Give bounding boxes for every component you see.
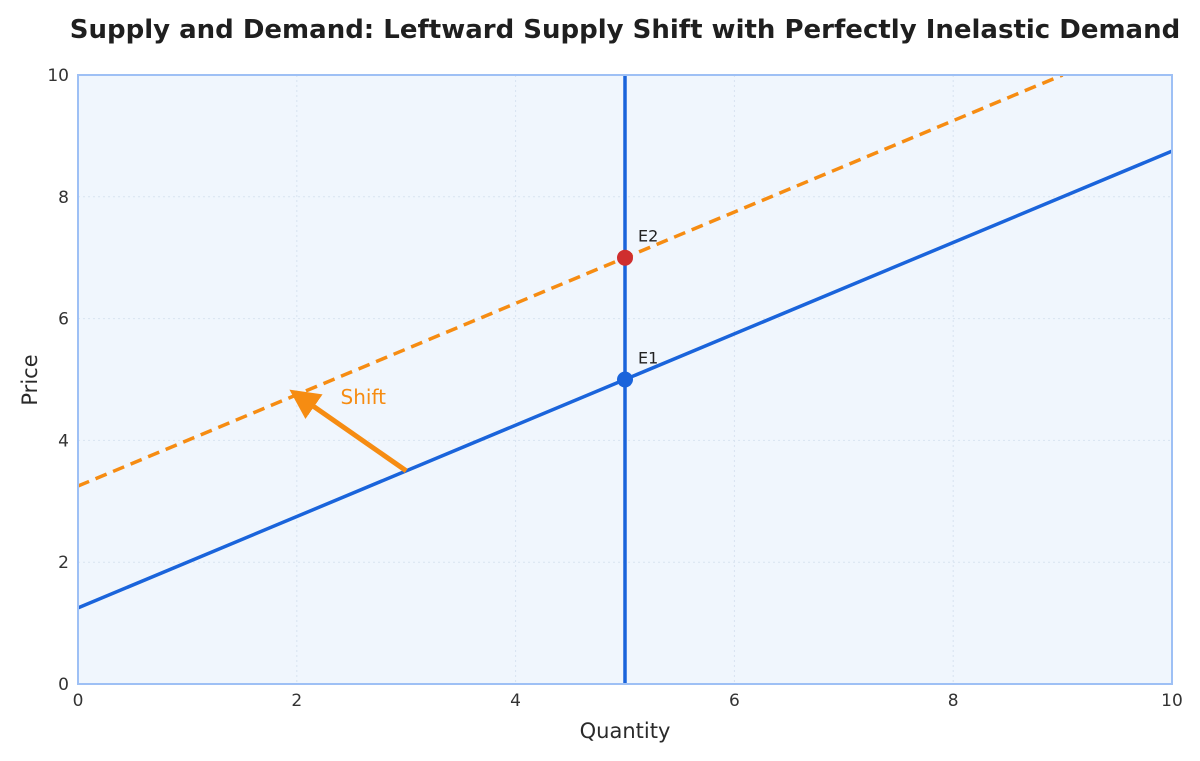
y-tick-label: 2 (58, 553, 69, 573)
equilibrium-point-e1 (617, 371, 633, 388)
y-tick-label: 4 (58, 431, 69, 451)
supply-shifted-line (78, 75, 1064, 488)
shift-arrow (289, 389, 408, 473)
x-tick-label: 0 (73, 691, 84, 711)
y-tick-label: 8 (58, 188, 69, 208)
equilibrium-label-e1: E1 (638, 349, 658, 368)
y-axis-label: Price (18, 354, 42, 405)
x-tick-label: 2 (291, 691, 302, 711)
x-tick-label: 10 (1161, 691, 1183, 711)
equilibrium-label-e2: E2 (638, 227, 658, 246)
y-tick-label: 6 (58, 310, 69, 330)
equilibrium-point-e2 (617, 249, 633, 266)
y-tick-label: 0 (58, 675, 69, 695)
x-axis-label: Quantity (580, 719, 671, 743)
annotation-group: Shift (289, 385, 408, 473)
plot-border (77, 74, 1173, 685)
x-axis-ticks: 0 2 4 6 8 10 (73, 691, 1183, 711)
y-axis-ticks: 0 2 4 6 8 10 (47, 66, 69, 695)
equilibrium-points: E1 E2 (617, 227, 658, 388)
x-tick-label: 8 (948, 691, 959, 711)
x-tick-label: 6 (729, 691, 740, 711)
y-tick-label: 10 (47, 66, 69, 86)
shift-label: Shift (341, 385, 387, 409)
chart-title: Supply and Demand: Leftward Supply Shift… (70, 15, 1180, 45)
x-tick-label: 4 (510, 691, 521, 711)
